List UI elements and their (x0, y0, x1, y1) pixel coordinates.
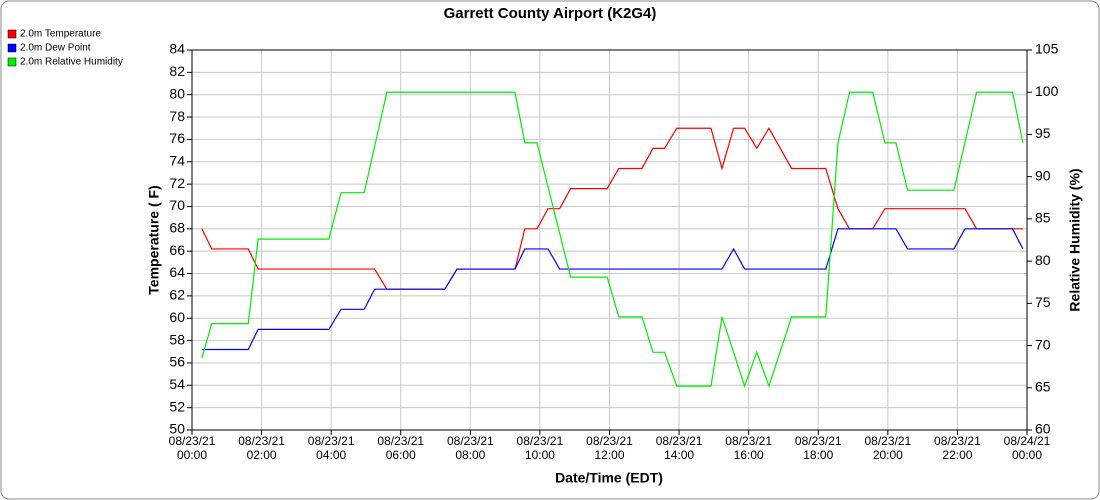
x-tick-label: 08/23/21 00:00 (168, 434, 216, 462)
y2-axis-title: Relative Humidity (%) (1067, 168, 1083, 311)
y-tick-label: 64 (169, 264, 185, 280)
y2-tick-label: 100 (1035, 83, 1059, 99)
x-tick-label: 08/23/21 14:00 (655, 434, 703, 462)
legend-label: 2.0m Dew Point (20, 43, 91, 54)
y-tick-label: 72 (169, 175, 185, 191)
y-tick-label: 54 (169, 376, 185, 392)
x-tick-label: 08/23/21 20:00 (864, 434, 912, 462)
legend-swatch (7, 57, 17, 67)
x-tick-label: 08/23/21 12:00 (586, 434, 633, 462)
y-tick-label: 74 (169, 152, 185, 168)
chart-title: Garrett County Airport (K2G4) (444, 5, 657, 22)
y-tick-label: 60 (169, 309, 185, 325)
y-axis-title: Temperature ( F) (146, 185, 162, 294)
x-tick-label: 08/23/21 04:00 (307, 434, 355, 462)
x-tick-label: 08/23/21 02:00 (238, 434, 285, 462)
legend-swatch (7, 43, 17, 53)
x-tick-label: 08/23/21 06:00 (377, 434, 425, 462)
y-tick-label: 78 (169, 108, 185, 124)
y2-tick-label: 70 (1035, 336, 1051, 352)
y2-tick-label: 90 (1035, 167, 1051, 183)
x-tick-label: 08/23/21 18:00 (794, 434, 842, 462)
y-tick-label: 70 (169, 197, 185, 213)
legend-swatch (7, 29, 17, 39)
y2-tick-label: 95 (1035, 125, 1051, 141)
y-tick-label: 80 (169, 85, 185, 101)
legend-label: 2.0m Temperature (20, 29, 101, 40)
series-line (201, 228, 1024, 351)
y-tick-label: 58 (169, 331, 185, 347)
y2-tick-label: 80 (1035, 252, 1051, 268)
x-tick-label: 08/23/21 08:00 (446, 434, 494, 462)
x-tick-label: 08/23/21 16:00 (725, 434, 773, 462)
y-tick-label: 52 (169, 398, 185, 414)
y-tick-label: 68 (169, 220, 185, 236)
x-axis-title: Date/Time (EDT) (555, 470, 663, 486)
y2-tick-label: 105 (1035, 41, 1059, 57)
y-tick-label: 76 (169, 130, 185, 146)
y-tick-label: 50 (169, 421, 185, 437)
y2-tick-label: 75 (1035, 294, 1051, 310)
y-tick-label: 84 (169, 41, 185, 57)
y-tick-label: 56 (169, 354, 185, 370)
x-tick-label: 08/24/21 00:00 (1003, 434, 1051, 462)
y2-tick-label: 65 (1035, 378, 1051, 394)
y-tick-label: 66 (169, 242, 185, 258)
y-tick-label: 62 (169, 287, 185, 303)
plot-border (191, 49, 1028, 431)
legend-label: 2.0m Relative Humidity (20, 57, 123, 68)
y2-tick-label: 85 (1035, 210, 1051, 226)
series-line (201, 91, 1024, 388)
x-tick-label: 08/23/21 10:00 (516, 434, 564, 462)
x-tick-label: 08/23/21 22:00 (934, 434, 981, 462)
y-tick-label: 82 (169, 63, 185, 79)
y2-tick-label: 60 (1035, 421, 1051, 437)
